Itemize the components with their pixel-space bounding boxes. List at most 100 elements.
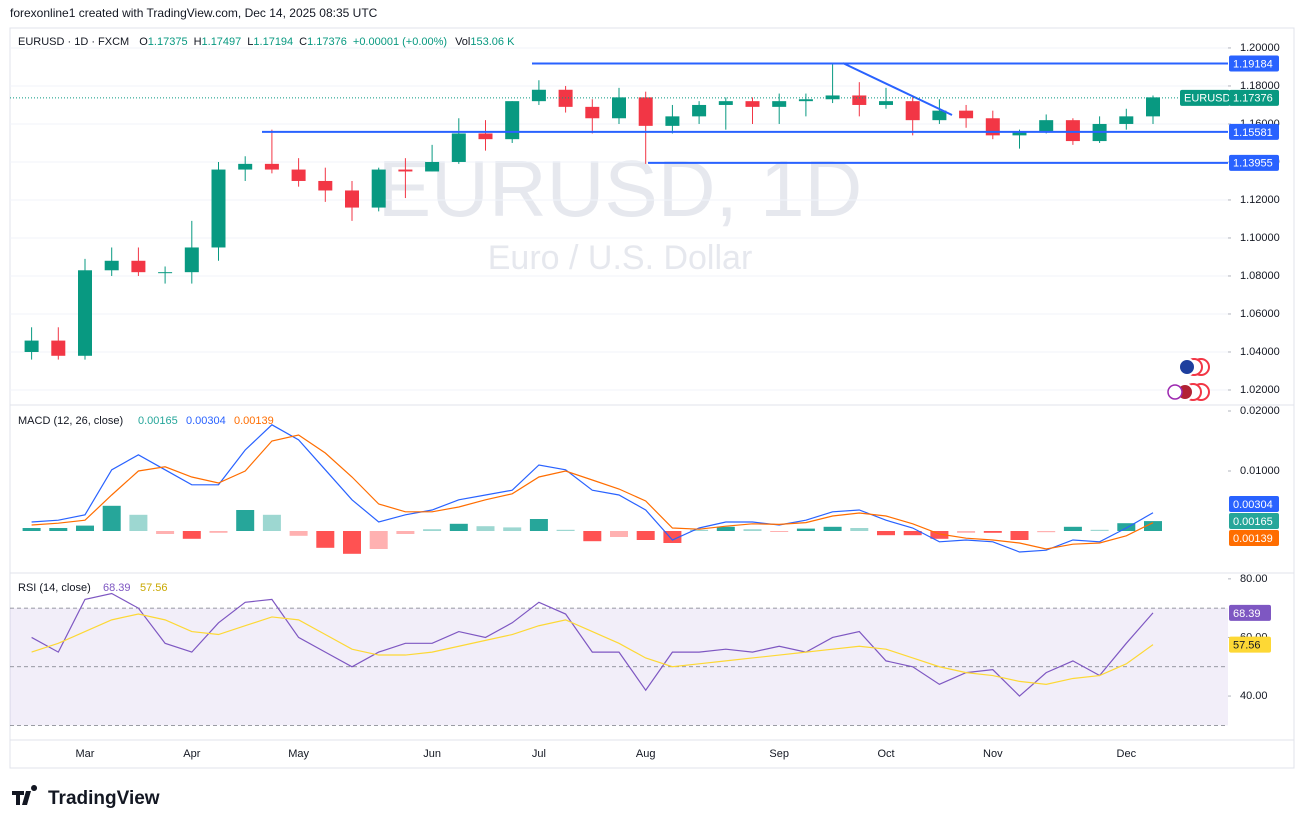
candle-body [184, 247, 199, 273]
legend-text: H [194, 36, 202, 48]
histogram-bar [796, 528, 815, 531]
ma-line [31, 613, 1154, 685]
level-label-box [1229, 154, 1279, 171]
candle-body [104, 260, 119, 271]
histogram-bar [983, 531, 1002, 533]
candle-body [371, 169, 386, 208]
candle-body [718, 101, 733, 105]
chart-frame [9, 27, 1295, 769]
legend-text: EURUSD · 1D · FXCM [18, 36, 129, 48]
histogram-bar [877, 531, 895, 536]
candle-body [158, 272, 173, 274]
candle-body [1065, 120, 1080, 142]
x-tick-label: Mar [76, 748, 95, 760]
candle-body [478, 133, 493, 140]
candle-body [238, 163, 253, 170]
y-tick-label: 1.20000 [1240, 42, 1280, 54]
candle-body [505, 101, 520, 140]
legend-text: Vol [455, 36, 470, 48]
candle-body [585, 106, 600, 119]
y-tick-label: 1.08000 [1240, 270, 1280, 282]
candle-body [1039, 120, 1054, 132]
candle-body [425, 161, 440, 172]
x-tick-label: Apr [183, 748, 200, 760]
candle-body [398, 169, 413, 172]
histogram-bar [636, 531, 655, 540]
candle-body [78, 270, 92, 356]
candle-body [959, 110, 974, 119]
histogram-bar [503, 527, 522, 531]
brand-logo [12, 785, 38, 805]
level-label-box [1229, 55, 1279, 72]
histogram-bar [716, 526, 735, 531]
pane-title: MACD (12, 26, close) [18, 415, 123, 427]
candle-body [665, 116, 680, 126]
rsi-legend-value: 68.39 [103, 582, 131, 594]
histogram-bar [903, 531, 922, 536]
y-tick-label: 1.12000 [1240, 194, 1280, 206]
ma-value-label-box [1229, 636, 1271, 653]
signal-legend-value: 0.00139 [234, 415, 274, 427]
histogram-value-label-box [1229, 513, 1279, 529]
ma-legend-value: 57.56 [140, 582, 168, 594]
y-tick-label: 0.02000 [1240, 405, 1280, 417]
y-tick-label: 1.02000 [1240, 384, 1280, 396]
candle-body [932, 110, 947, 121]
legend-text: 1.17375 [148, 36, 188, 48]
candle-body [772, 101, 787, 107]
trend-line [842, 62, 953, 116]
signal-line [31, 434, 1154, 550]
histogram-bar [930, 531, 949, 539]
candle-body [745, 101, 760, 107]
candle-body [852, 95, 867, 105]
histogram-bar [1063, 526, 1082, 531]
y-tick-label: 40.00 [1240, 690, 1268, 702]
histogram-bar [423, 529, 442, 531]
histogram-bar [1144, 521, 1162, 531]
candle-body [318, 180, 333, 191]
histogram-bar [1117, 523, 1136, 531]
level-label: 1.13955 [1233, 158, 1273, 170]
watermark: EURUSD, 1D Euro / U.S. Dollar [378, 144, 863, 277]
histogram-bar [49, 528, 68, 531]
histogram-bar [102, 505, 121, 531]
histogram-bar [22, 528, 41, 531]
macd-legend-value: 0.00304 [186, 415, 226, 427]
y-tick-label: 1.04000 [1240, 346, 1280, 358]
histogram-bar [476, 526, 495, 531]
histogram-bar [957, 531, 976, 533]
legend: MACD (12, 26, close) 0.00165 0.00304 0.0013… [18, 36, 515, 594]
plot: 1.02000 1.04000 1.06000 1.08000 1.10000 1.120… [10, 42, 1280, 760]
signal-value-label-box [1229, 530, 1279, 546]
histogram-bar [583, 531, 602, 542]
candle-body [291, 169, 306, 181]
rsi-value-label-box [1229, 604, 1271, 621]
legend-text: 1.17376 [307, 36, 347, 48]
histogram-bar [529, 519, 548, 531]
histogram-bar [289, 531, 308, 536]
ma-value-label: 57.56 [1233, 640, 1261, 652]
candle-body [879, 101, 893, 105]
histogram-bar [663, 531, 682, 543]
symbol-label-box [1180, 89, 1230, 106]
histogram-bar [743, 529, 762, 531]
legend-text: 1.17497 [202, 36, 242, 48]
level-label-box [1229, 123, 1279, 140]
histogram-bar [343, 531, 361, 554]
histogram-bar [369, 531, 388, 549]
candle-body [264, 163, 279, 170]
histogram-bar [316, 531, 335, 548]
histogram-bar [556, 529, 575, 531]
brand-name: TradingView [48, 788, 160, 809]
macd-line [31, 424, 1154, 553]
macd-value-label: 0.00304 [1233, 499, 1273, 511]
histogram-bar [1037, 531, 1056, 533]
candle-body [24, 340, 39, 352]
histogram-bar [850, 528, 869, 531]
histogram-bar [129, 514, 148, 531]
histogram-bar [770, 531, 789, 532]
event-icon [1167, 384, 1183, 400]
x-tick-label: Dec [1117, 748, 1137, 760]
